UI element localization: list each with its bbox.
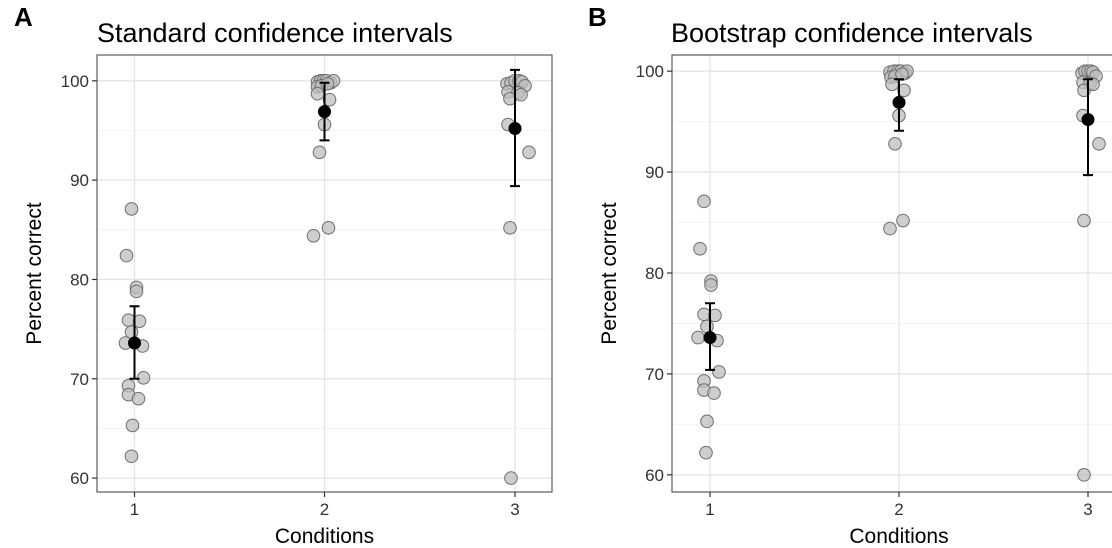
panel-a-mean-point <box>128 336 141 350</box>
panel-a-raw-point <box>322 92 337 107</box>
panel-b-x-tick-label: 2 <box>894 500 903 519</box>
panel-a-raw-point <box>124 449 139 464</box>
panel-b-raw-point <box>708 308 722 323</box>
panel-b-raw-point <box>896 213 910 228</box>
panel-b-raw-point <box>691 330 705 345</box>
panel-a-raw-point <box>119 248 134 263</box>
panel-b-raw-point <box>700 414 714 429</box>
panel-b-mean-point <box>892 95 906 109</box>
panel-a-raw-point <box>514 87 528 102</box>
panel-a-y-tick-label: 70 <box>70 370 89 389</box>
panel-a-y-tick-label: 100 <box>61 72 89 91</box>
panel-b: B Bootstrap confidence intervals 60 70 80 9… <box>588 2 1112 548</box>
panel-a-raw-point <box>503 221 517 235</box>
panel-b-raw-point <box>712 365 726 379</box>
panel-b-confidence-interval <box>1083 78 1093 177</box>
panel-b-x-tick-label: 1 <box>705 500 714 519</box>
panel-b-y-axis-title: Percent correct <box>598 202 621 345</box>
panel-a-mean-point <box>508 121 522 135</box>
panel-b-raw-point <box>1092 137 1106 151</box>
panel-a-raw-point <box>321 221 336 235</box>
panel-a-marks <box>118 68 536 485</box>
panel-a-raw-point <box>131 391 146 406</box>
panel-b-grid <box>672 55 1112 492</box>
panel-a-raw-point <box>310 86 325 101</box>
panel-a-title: Standard confidence intervals <box>97 18 453 48</box>
panel-a-letter: A <box>14 2 33 32</box>
panel-b-raw-point <box>693 241 707 256</box>
panel-a-x-axis-title: Conditions <box>275 525 374 548</box>
panel-b-raw-point <box>707 386 721 400</box>
panel-b-x-axis: 1 2 3 <box>705 492 1093 519</box>
panel-a-y-axis: 60 70 80 90 100 <box>61 72 97 488</box>
panel-a-y-tick-label: 60 <box>70 469 89 488</box>
panel-b-y-tick-label: 90 <box>645 163 664 182</box>
panel-b-y-tick-label: 60 <box>645 466 664 485</box>
panel-a-mean-point <box>318 105 331 119</box>
panel-a-raw-point <box>124 202 139 216</box>
panel-b-raw-point <box>883 221 897 236</box>
panel-b-letter: B <box>588 2 607 32</box>
panel-b-raw-point <box>895 67 909 81</box>
panel-a-raw-point <box>312 145 327 160</box>
panel-a-raw-point <box>522 145 536 160</box>
panel-a-raw-point <box>125 418 140 433</box>
panel-a-raw-point <box>132 314 147 328</box>
panel-a-x-tick-label: 1 <box>130 500 139 519</box>
panel-b-y-axis: 60 70 80 90 100 <box>636 62 672 485</box>
panel-b-mean-point <box>1081 113 1095 127</box>
panel-b-title: Bootstrap confidence intervals <box>671 18 1033 48</box>
panel-a-y-axis-title: Percent correct <box>23 202 46 345</box>
panel-b-raw-point <box>1086 77 1100 92</box>
panel-b-y-tick-label: 100 <box>636 62 664 81</box>
panel-a-y-tick-label: 80 <box>70 270 89 289</box>
panel-b-raw-point <box>700 319 714 334</box>
panel-a-x-tick-label: 2 <box>320 500 329 519</box>
panel-b-raw-point <box>1077 468 1091 482</box>
panel-b-x-axis-title: Conditions <box>849 525 948 548</box>
panel-b-raw-point <box>704 278 718 292</box>
panel-b-raw-point <box>1077 213 1091 228</box>
panel-b-marks <box>691 64 1106 482</box>
panel-a-raw-point <box>504 471 518 485</box>
panel-a-x-tick-label: 3 <box>510 500 519 519</box>
panel-a-x-axis: 1 2 3 <box>130 492 520 519</box>
panel-a-raw-point <box>306 228 321 243</box>
panel-b-y-tick-label: 70 <box>645 365 664 384</box>
panel-b-raw-point <box>699 445 713 460</box>
panel-b-raw-point <box>697 194 711 209</box>
panel-b-raw-point <box>888 137 902 151</box>
panel-a: A Standard confidence intervals 60 70 80 90… <box>14 2 553 548</box>
panel-b-y-tick-label: 80 <box>645 264 664 283</box>
panel-a-raw-point <box>129 284 144 299</box>
panel-b-x-tick-label: 3 <box>1083 500 1092 519</box>
panel-b-mean-point <box>703 331 717 345</box>
panel-a-y-tick-label: 90 <box>70 171 89 190</box>
panel-b-raw-point <box>897 83 911 98</box>
